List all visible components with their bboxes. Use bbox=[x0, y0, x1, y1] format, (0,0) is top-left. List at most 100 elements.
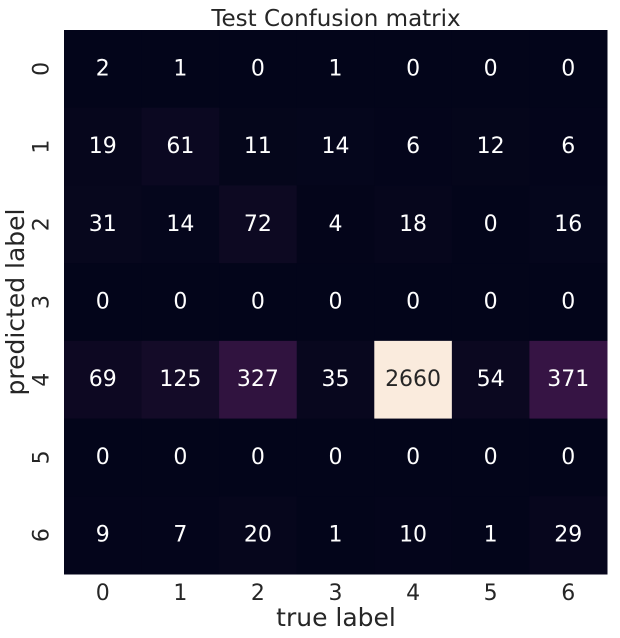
cell-value-label: 72 bbox=[244, 212, 272, 237]
heatmap-cell bbox=[141, 185, 220, 264]
heatmap-cell bbox=[141, 30, 220, 109]
cell-value-label: 0 bbox=[406, 445, 420, 470]
cell-value-label: 1 bbox=[173, 56, 187, 81]
cell-value-label: 16 bbox=[554, 212, 582, 237]
heatmap-cell bbox=[529, 418, 608, 497]
y-tick-label: 2 bbox=[30, 217, 55, 231]
heatmap-cell-labels: 2 1 0 1 0 0 019 61 11 14 6 12 631 14 72 4 18 0 160 0 0 0 0 0 069… bbox=[89, 56, 589, 547]
heatmap-cell bbox=[219, 418, 298, 497]
heatmap-cell bbox=[529, 340, 608, 420]
y-tick-label: 6 bbox=[30, 528, 55, 542]
heatmap-cell bbox=[219, 107, 298, 186]
heatmap-cell bbox=[529, 30, 608, 109]
cell-value-label: 0 bbox=[484, 56, 498, 81]
cell-value-label: 0 bbox=[329, 445, 343, 470]
cell-value-label: 0 bbox=[251, 290, 265, 315]
heatmap-cell bbox=[374, 107, 453, 186]
cell-value-label: 10 bbox=[399, 523, 427, 548]
cell-value-label: 0 bbox=[484, 212, 498, 237]
heatmap-cell bbox=[296, 30, 375, 109]
cell-value-label: 9 bbox=[96, 523, 110, 548]
cell-value-label: 125 bbox=[159, 367, 201, 392]
heatmap-cell bbox=[374, 30, 453, 109]
cell-value-label: 20 bbox=[244, 523, 272, 548]
cell-value-label: 0 bbox=[561, 290, 575, 315]
heatmap-cell bbox=[219, 30, 298, 109]
heatmap-cell bbox=[141, 263, 220, 342]
cell-value-label: 54 bbox=[477, 367, 505, 392]
x-tick-label: 5 bbox=[484, 581, 498, 606]
cell-value-label: 0 bbox=[484, 445, 498, 470]
heatmap-cell bbox=[451, 340, 530, 420]
cell-value-label: 7 bbox=[173, 523, 187, 548]
cell-value-label: 61 bbox=[166, 134, 194, 159]
cell-value-label: 0 bbox=[173, 290, 187, 315]
heatmap-cell bbox=[451, 30, 530, 109]
heatmap-cell bbox=[529, 185, 608, 264]
cell-value-label: 19 bbox=[89, 134, 117, 159]
cell-value-label: 2660 bbox=[385, 367, 441, 392]
heatmap-cell bbox=[141, 496, 220, 575]
cell-value-label: 1 bbox=[484, 523, 498, 548]
cell-value-label: 0 bbox=[406, 56, 420, 81]
x-tick-label: 1 bbox=[173, 581, 187, 606]
heatmap-cells bbox=[64, 30, 608, 575]
y-axis-tick-labels: 0 1 2 3 4 5 6 bbox=[30, 62, 55, 542]
heatmap-cell bbox=[219, 185, 298, 264]
cell-value-label: 18 bbox=[399, 212, 427, 237]
cell-value-label: 6 bbox=[406, 134, 420, 159]
heatmap-cell bbox=[296, 340, 375, 420]
cell-value-label: 35 bbox=[322, 367, 350, 392]
cell-value-label: 11 bbox=[244, 134, 272, 159]
heatmap-cell bbox=[374, 340, 453, 420]
heatmap-cell bbox=[64, 30, 143, 109]
heatmap-cell bbox=[451, 185, 530, 264]
heatmap-cell bbox=[529, 496, 608, 575]
cell-value-label: 1 bbox=[329, 56, 343, 81]
x-axis-label: true label bbox=[276, 603, 396, 632]
y-tick-label: 4 bbox=[30, 373, 55, 387]
y-tick-label: 0 bbox=[30, 62, 55, 76]
x-tick-label: 4 bbox=[406, 581, 420, 606]
cell-value-label: 6 bbox=[561, 134, 575, 159]
x-tick-label: 2 bbox=[251, 581, 265, 606]
heatmap-cell bbox=[64, 263, 143, 342]
cell-value-label: 0 bbox=[96, 290, 110, 315]
heatmap-cell bbox=[374, 185, 453, 264]
cell-value-label: 69 bbox=[89, 367, 117, 392]
heatmap-cell bbox=[529, 263, 608, 342]
cell-value-label: 14 bbox=[322, 134, 350, 159]
cell-value-label: 0 bbox=[173, 445, 187, 470]
heatmap-cell bbox=[296, 263, 375, 342]
cell-value-label: 0 bbox=[329, 290, 343, 315]
heatmap-cell bbox=[529, 107, 608, 186]
heatmap-cell bbox=[296, 418, 375, 497]
heatmap-cell bbox=[141, 340, 220, 420]
heatmap-cell bbox=[64, 496, 143, 575]
heatmap-cell bbox=[374, 496, 453, 575]
cell-value-label: 4 bbox=[329, 212, 343, 237]
heatmap-cell bbox=[296, 185, 375, 264]
x-axis-tick-labels: 0 1 2 3 4 5 6 bbox=[96, 581, 575, 606]
cell-value-label: 29 bbox=[554, 523, 582, 548]
heatmap-cell bbox=[451, 263, 530, 342]
heatmap-cell bbox=[64, 185, 143, 264]
heatmap-cell bbox=[296, 496, 375, 575]
cell-value-label: 327 bbox=[237, 367, 279, 392]
cell-value-label: 0 bbox=[484, 290, 498, 315]
heatmap-cell bbox=[219, 263, 298, 342]
heatmap-cell bbox=[64, 418, 143, 497]
cell-value-label: 0 bbox=[251, 445, 265, 470]
heatmap-cell bbox=[374, 418, 453, 497]
cell-value-label: 14 bbox=[166, 212, 194, 237]
heatmap-cell bbox=[296, 107, 375, 186]
heatmap-cell bbox=[451, 107, 530, 186]
cell-value-label: 0 bbox=[561, 445, 575, 470]
x-tick-label: 6 bbox=[561, 581, 575, 606]
y-tick-label: 3 bbox=[30, 295, 55, 309]
cell-value-label: 2 bbox=[96, 56, 110, 81]
heatmap-cell bbox=[64, 340, 143, 420]
cell-value-label: 0 bbox=[561, 56, 575, 81]
cell-value-label: 31 bbox=[89, 212, 117, 237]
